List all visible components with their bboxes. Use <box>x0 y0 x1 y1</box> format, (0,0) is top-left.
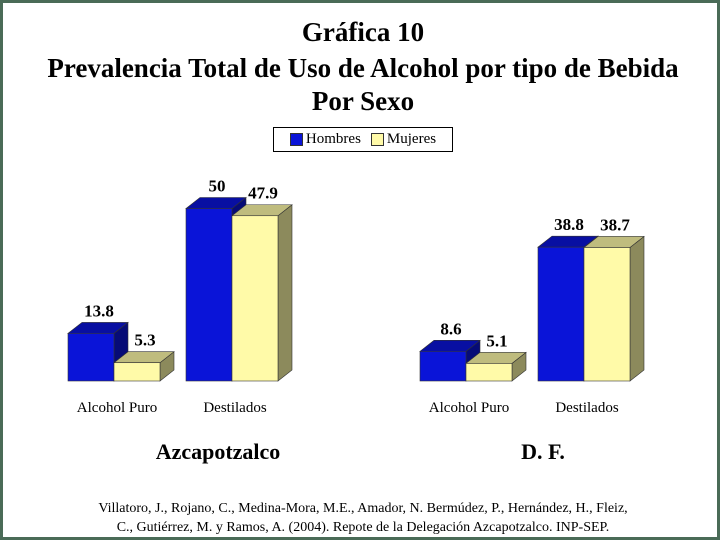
source-line-2: C., Gutiérrez, M. y Ramos, A. (2004). Re… <box>116 520 610 535</box>
data-label-azcapotzalco-destilados-mujeres: 47.9 <box>248 184 278 203</box>
panel-label-azcapotzalco: Azcapotzalco <box>155 439 281 464</box>
legend-swatch-mujeres <box>370 133 384 146</box>
bar-side-d-f-destilados-mujeres <box>629 235 645 382</box>
bar-d-f-destilados-mujeres <box>583 247 631 382</box>
data-label-azcapotzalco-alcohol-puro-mujeres: 5.3 <box>134 331 155 350</box>
data-label-d-f-alcohol-puro-mujeres: 5.1 <box>486 331 507 350</box>
bar-d-f-alcohol-puro-mujeres <box>465 363 513 382</box>
source-citation: Villatoro, J., Rojano, C., Medina-Mora, … <box>23 499 703 537</box>
bar-d-f-destilados-hombres <box>537 246 585 382</box>
bar-azcapotzalco-alcohol-puro-hombres <box>67 333 115 382</box>
category-label-d-f-alcohol-puro: Alcohol Puro <box>429 400 509 416</box>
data-label-d-f-alcohol-puro-hombres: 8.6 <box>440 319 461 338</box>
legend-swatch-hombres <box>289 133 303 146</box>
source-line-1: Villatoro, J., Rojano, C., Medina-Mora, … <box>98 501 628 516</box>
bar-d-f-alcohol-puro-hombres <box>419 351 467 382</box>
bar-azcapotzalco-alcohol-puro-mujeres <box>113 362 161 382</box>
legend-item-mujeres: Mujeres <box>370 131 437 148</box>
chart-subtitle-line-2: Por Sexo <box>311 86 415 116</box>
category-label-azcapotzalco-destilados: Destilados <box>203 400 266 416</box>
data-label-azcapotzalco-destilados-hombres: 50 <box>209 177 226 196</box>
bar-chart-plot: 13.8 5.3 Alcohol Puro 50 47.9 Destilados 8.6 5.… <box>67 177 645 416</box>
chart-legend: Hombres Mujeres <box>273 127 453 152</box>
data-label-azcapotzalco-alcohol-puro-hombres: 13.8 <box>84 301 114 320</box>
data-label-d-f-destilados-hombres: 38.8 <box>554 215 584 234</box>
bar-azcapotzalco-destilados-mujeres <box>231 215 279 382</box>
data-label-d-f-destilados-mujeres: 38.7 <box>600 215 630 234</box>
chart-title: Gráfica 10 <box>301 17 425 47</box>
legend-label-mujeres: Mujeres <box>386 131 437 147</box>
category-label-d-f-destilados: Destilados <box>555 400 618 416</box>
category-label-azcapotzalco-alcohol-puro: Alcohol Puro <box>77 400 157 416</box>
legend-label-hombres: Hombres <box>305 131 361 147</box>
bar-azcapotzalco-destilados-hombres <box>185 208 233 382</box>
legend-item-hombres: Hombres <box>289 131 361 148</box>
bar-side-azcapotzalco-destilados-mujeres <box>277 204 293 382</box>
chart-subtitle-line-1: Prevalencia Total de Uso de Alcohol por … <box>47 53 679 83</box>
panel-label-df: D. F. <box>521 439 565 464</box>
